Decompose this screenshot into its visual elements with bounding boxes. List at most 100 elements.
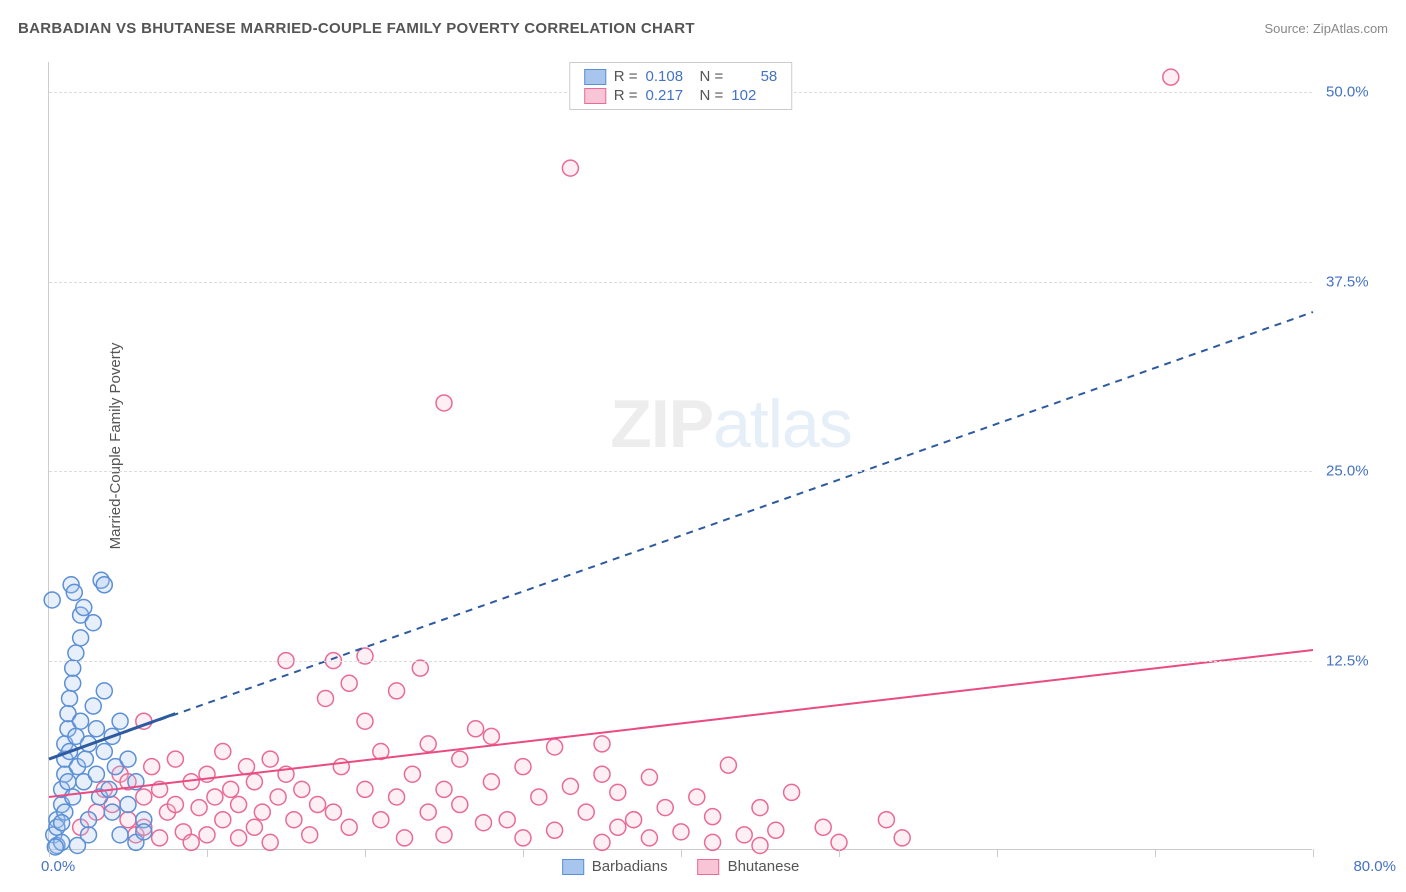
x-axis-max-label: 80.0%: [1353, 858, 1396, 875]
data-point: [223, 781, 239, 797]
data-point: [65, 789, 81, 805]
swatch-bhutanese: [584, 88, 606, 104]
data-point: [120, 812, 136, 828]
x-tick: [1313, 849, 1314, 857]
data-point: [262, 751, 278, 767]
data-point: [77, 751, 93, 767]
data-point: [483, 728, 499, 744]
y-tick-label: 37.5%: [1326, 273, 1396, 290]
x-tick: [681, 849, 682, 857]
data-point: [768, 822, 784, 838]
data-point: [752, 837, 768, 853]
data-point: [815, 819, 831, 835]
data-point: [404, 766, 420, 782]
data-point: [294, 781, 310, 797]
gridline-h: [49, 471, 1312, 472]
y-tick-label: 50.0%: [1326, 84, 1396, 101]
data-point: [689, 789, 705, 805]
data-point: [547, 822, 563, 838]
data-point: [152, 830, 168, 846]
legend-label-barbadians: Barbadians: [592, 858, 668, 875]
data-point: [412, 660, 428, 676]
data-point: [270, 789, 286, 805]
data-point: [720, 757, 736, 773]
data-point: [610, 784, 626, 800]
legend-row-bhutanese: R = 0.217 N = 102: [584, 86, 778, 105]
swatch-barbadians-icon: [562, 859, 584, 875]
data-point: [69, 837, 85, 853]
y-tick-label: 25.0%: [1326, 463, 1396, 480]
data-point: [515, 830, 531, 846]
data-point: [88, 721, 104, 737]
data-point: [736, 827, 752, 843]
legend-item-barbadians: Barbadians: [562, 858, 668, 875]
data-point: [191, 800, 207, 816]
data-point: [207, 789, 223, 805]
data-point: [341, 675, 357, 691]
data-point: [254, 804, 270, 820]
data-point: [341, 819, 357, 835]
data-point: [641, 769, 657, 785]
data-point: [594, 766, 610, 782]
trend-line: [49, 650, 1313, 797]
data-point: [85, 698, 101, 714]
data-point: [389, 789, 405, 805]
y-tick-label: 12.5%: [1326, 652, 1396, 669]
data-point: [73, 713, 89, 729]
data-point: [66, 584, 82, 600]
data-point: [231, 797, 247, 813]
data-point: [60, 774, 76, 790]
data-point: [452, 751, 468, 767]
data-point: [96, 577, 112, 593]
data-point: [54, 815, 70, 831]
data-point: [44, 592, 60, 608]
data-point: [420, 736, 436, 752]
data-point: [246, 819, 262, 835]
data-point: [562, 160, 578, 176]
data-point: [531, 789, 547, 805]
data-point: [96, 683, 112, 699]
data-point: [318, 690, 334, 706]
data-point: [468, 721, 484, 737]
data-point: [499, 812, 515, 828]
data-point: [81, 812, 97, 828]
x-tick: [839, 849, 840, 857]
data-point: [239, 759, 255, 775]
data-point: [705, 809, 721, 825]
data-point: [73, 630, 89, 646]
data-point: [286, 812, 302, 828]
data-point: [333, 759, 349, 775]
data-point: [120, 797, 136, 813]
data-point: [357, 648, 373, 664]
data-point: [262, 834, 278, 850]
x-tick: [997, 849, 998, 857]
data-point: [784, 784, 800, 800]
data-point: [120, 751, 136, 767]
data-point: [436, 827, 452, 843]
data-point: [436, 395, 452, 411]
data-point: [183, 834, 199, 850]
data-point: [626, 812, 642, 828]
data-point: [578, 804, 594, 820]
legend-item-bhutanese: Bhutanese: [698, 858, 800, 875]
data-point: [68, 645, 84, 661]
data-point: [62, 690, 78, 706]
data-point: [673, 824, 689, 840]
data-point: [389, 683, 405, 699]
data-point: [65, 675, 81, 691]
legend-correlation-box: R = 0.108 N = 58 R = 0.217 N = 102: [569, 62, 793, 110]
legend-label-bhutanese: Bhutanese: [728, 858, 800, 875]
data-point: [85, 615, 101, 631]
data-point: [96, 744, 112, 760]
data-point: [215, 812, 231, 828]
gridline-h: [49, 282, 1312, 283]
data-point: [136, 789, 152, 805]
data-point: [594, 834, 610, 850]
x-axis-min-label: 0.0%: [41, 858, 75, 875]
data-point: [246, 774, 262, 790]
data-point: [452, 797, 468, 813]
data-point: [199, 827, 215, 843]
data-point: [878, 812, 894, 828]
data-point: [547, 739, 563, 755]
data-point: [76, 600, 92, 616]
